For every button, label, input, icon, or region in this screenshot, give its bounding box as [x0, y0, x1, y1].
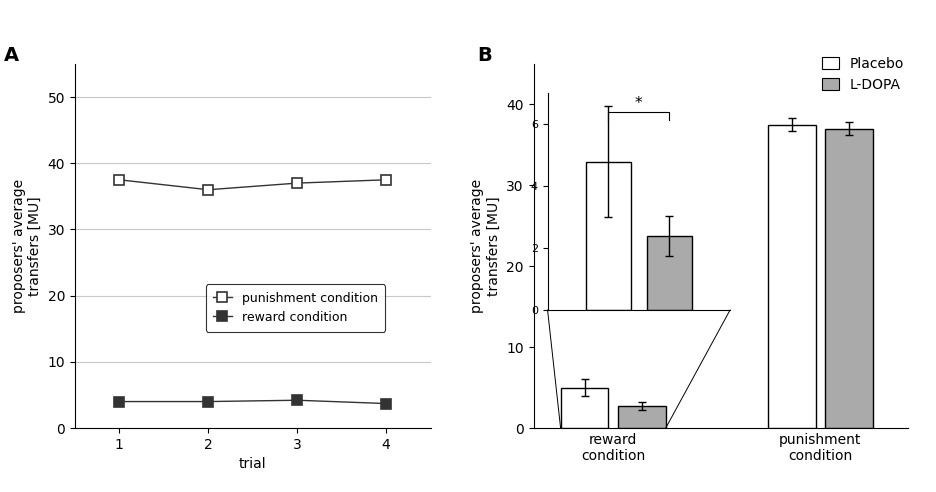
- Line: reward condition: reward condition: [114, 396, 391, 408]
- punishment condition: [202, 187, 213, 193]
- punishment condition: [292, 180, 303, 186]
- Text: B: B: [477, 46, 492, 65]
- Bar: [768, 124, 815, 428]
- Bar: [618, 406, 665, 428]
- Text: *: *: [635, 96, 643, 111]
- Y-axis label: proposers' average
transfers [MU]: proposers' average transfers [MU]: [12, 179, 42, 313]
- Bar: [825, 129, 873, 428]
- reward condition: [292, 397, 303, 403]
- X-axis label: trial: trial: [239, 458, 267, 471]
- reward condition: [202, 399, 213, 404]
- Y-axis label: proposers' average
transfers [MU]: proposers' average transfers [MU]: [471, 179, 501, 313]
- Bar: [647, 236, 692, 310]
- Legend: punishment condition, reward condition: punishment condition, reward condition: [206, 284, 386, 332]
- Legend: Placebo, L-DOPA: Placebo, L-DOPA: [818, 53, 909, 96]
- Line: punishment condition: punishment condition: [114, 175, 391, 195]
- punishment condition: [381, 177, 392, 183]
- reward condition: [114, 399, 125, 404]
- Text: A: A: [4, 46, 19, 65]
- reward condition: [381, 400, 392, 406]
- Bar: [561, 388, 608, 428]
- Bar: [586, 161, 631, 310]
- punishment condition: [114, 177, 125, 183]
